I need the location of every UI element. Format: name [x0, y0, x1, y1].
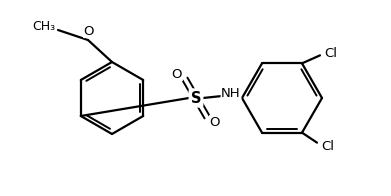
Text: Cl: Cl — [321, 140, 334, 153]
Text: O: O — [210, 115, 220, 129]
Text: O: O — [172, 67, 182, 81]
Text: O: O — [84, 24, 94, 37]
Text: Cl: Cl — [325, 47, 337, 60]
Text: NH: NH — [221, 86, 241, 100]
Text: CH₃: CH₃ — [32, 19, 56, 33]
Text: S: S — [191, 91, 201, 105]
